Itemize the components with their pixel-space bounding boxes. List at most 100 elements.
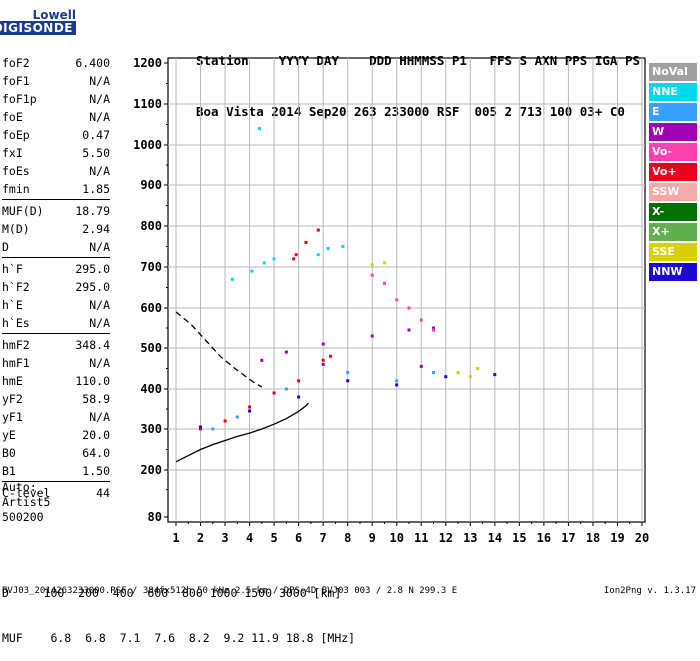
x-tick-label: 2 xyxy=(197,531,204,545)
param-value: N/A xyxy=(89,92,110,106)
param-name: MUF(D) xyxy=(2,204,44,218)
y-tick-label: 800 xyxy=(140,219,162,233)
param-value: N/A xyxy=(89,240,110,254)
autoscaling-info: Auto: Artist5 500200 xyxy=(2,480,50,525)
legend-item-vo-: Vo+ xyxy=(649,163,697,181)
line-trace xyxy=(175,311,263,388)
logo-line1: Lowell xyxy=(32,8,76,22)
auto-version: 500200 xyxy=(2,510,44,524)
point-w xyxy=(432,326,435,330)
x-tick-label: 5 xyxy=(270,531,277,545)
param-value: 5.50 xyxy=(82,146,110,160)
param-name: h`E xyxy=(2,298,23,312)
y-tick-label: 500 xyxy=(140,341,162,355)
point-w xyxy=(321,362,325,366)
x-tick-label: 1 xyxy=(172,531,179,545)
param-value: N/A xyxy=(89,356,110,370)
distance-row: D 100 200 400 600 800 1000 1500 3000 [km… xyxy=(2,586,342,600)
point-nne xyxy=(257,127,261,131)
point-nnw xyxy=(297,395,301,399)
param-value: N/A xyxy=(89,410,110,424)
point-nnw xyxy=(346,379,350,383)
param-row: fxI 5.50 xyxy=(2,144,110,162)
param-name: yF2 xyxy=(2,392,23,406)
point-e xyxy=(235,415,239,419)
param-separator xyxy=(2,199,110,200)
y-tick-label: 900 xyxy=(140,178,162,192)
point-nne xyxy=(250,269,254,273)
legend-item-x-: X+ xyxy=(649,223,697,241)
param-name: foE xyxy=(2,110,23,124)
param-row: hmF2 348.4 xyxy=(2,336,110,354)
param-row: foEp 0.47 xyxy=(2,126,110,144)
y-tick-label: 400 xyxy=(140,382,162,396)
point-vo- xyxy=(297,379,301,383)
param-row: yE 20.0 xyxy=(2,426,110,444)
param-row: C-level 44 xyxy=(2,484,110,502)
y-tick-label: 1000 xyxy=(133,138,162,152)
parameter-list: foF2 6.400 foF1 N/A foF1p N/A foE N/A foEp 0.47 fx… xyxy=(2,54,110,502)
point-nnw xyxy=(395,383,399,387)
point-nne xyxy=(230,277,234,281)
point-vo- xyxy=(370,273,374,277)
point-nne xyxy=(262,261,266,265)
x-tick-label: 17 xyxy=(561,531,575,545)
header-labels: Station YYYY DAY DDD HHMMSS P1 FFS S AXN… xyxy=(196,53,641,68)
point-sse xyxy=(456,371,460,375)
legend-item-w: W xyxy=(649,123,697,141)
x-tick-label: 18 xyxy=(586,531,600,545)
param-row: foEs N/A xyxy=(2,162,110,180)
y-tick-label: 200 xyxy=(140,463,162,477)
line-profile xyxy=(175,402,309,463)
x-tick-label: 4 xyxy=(246,531,253,545)
digisonde-logo: Lowell DIGISONDE xyxy=(0,8,76,36)
x-tick-label: 12 xyxy=(439,531,453,545)
point-nne xyxy=(341,245,345,248)
param-value: 2.94 xyxy=(82,222,110,236)
param-value: 295.0 xyxy=(75,280,110,294)
x-tick-label: 7 xyxy=(320,531,327,545)
param-name: foEs xyxy=(2,164,30,178)
x-tick-label: 15 xyxy=(512,531,526,545)
param-row: h`F2 295.0 xyxy=(2,278,110,296)
version-label: Ion2Png v. 1.3.17 xyxy=(603,586,696,596)
legend-item-sse: SSE xyxy=(649,243,697,261)
point-nnw xyxy=(493,373,497,377)
point-w xyxy=(407,328,411,332)
param-name: foEp xyxy=(2,128,30,142)
y-tick-label: 600 xyxy=(140,301,162,315)
param-separator xyxy=(2,257,110,258)
param-name: h`Es xyxy=(2,316,30,330)
param-value: N/A xyxy=(89,74,110,88)
param-row: B1 1.50 xyxy=(2,462,110,480)
x-tick-label: 16 xyxy=(537,531,551,545)
point-sse xyxy=(468,375,472,379)
legend: NoVal NNE E W Vo- Vo+ SSW X- X+ SSE NNW xyxy=(649,63,697,283)
point-vo- xyxy=(292,257,296,261)
param-row: hmF1 N/A xyxy=(2,354,110,372)
x-tick-label: 14 xyxy=(488,531,502,545)
legend-item-x-: X- xyxy=(649,203,697,221)
param-name: D xyxy=(2,240,9,254)
x-tick-label: 19 xyxy=(610,531,624,545)
ionogram-chart: 1 2 3 4 5 6 7 8 9 10 11 12 13 14 15 16 17 18 19 20802003004… xyxy=(133,56,649,545)
y-tick-label: 300 xyxy=(140,422,162,436)
point-vo- xyxy=(272,391,276,395)
param-value: 58.9 xyxy=(82,392,110,406)
point-sse xyxy=(370,263,374,267)
station-header: Station YYYY DAY DDD HHMMSS P1 FFS S AXN… xyxy=(196,18,640,137)
param-name: B1 xyxy=(2,464,16,478)
point-vo- xyxy=(383,281,386,285)
param-value: 348.4 xyxy=(75,338,110,352)
param-row: foE N/A xyxy=(2,108,110,126)
param-value: 1.50 xyxy=(82,464,110,478)
param-row: D N/A xyxy=(2,238,110,256)
x-tick-label: 9 xyxy=(369,531,376,545)
param-row: M(D) 2.94 xyxy=(2,220,110,238)
point-w xyxy=(284,350,288,354)
point-nnw xyxy=(199,425,202,429)
point-nne xyxy=(316,253,320,257)
auto-label: Auto: xyxy=(2,480,37,494)
param-value: 64.0 xyxy=(82,446,110,460)
param-row: h`E N/A xyxy=(2,296,110,314)
